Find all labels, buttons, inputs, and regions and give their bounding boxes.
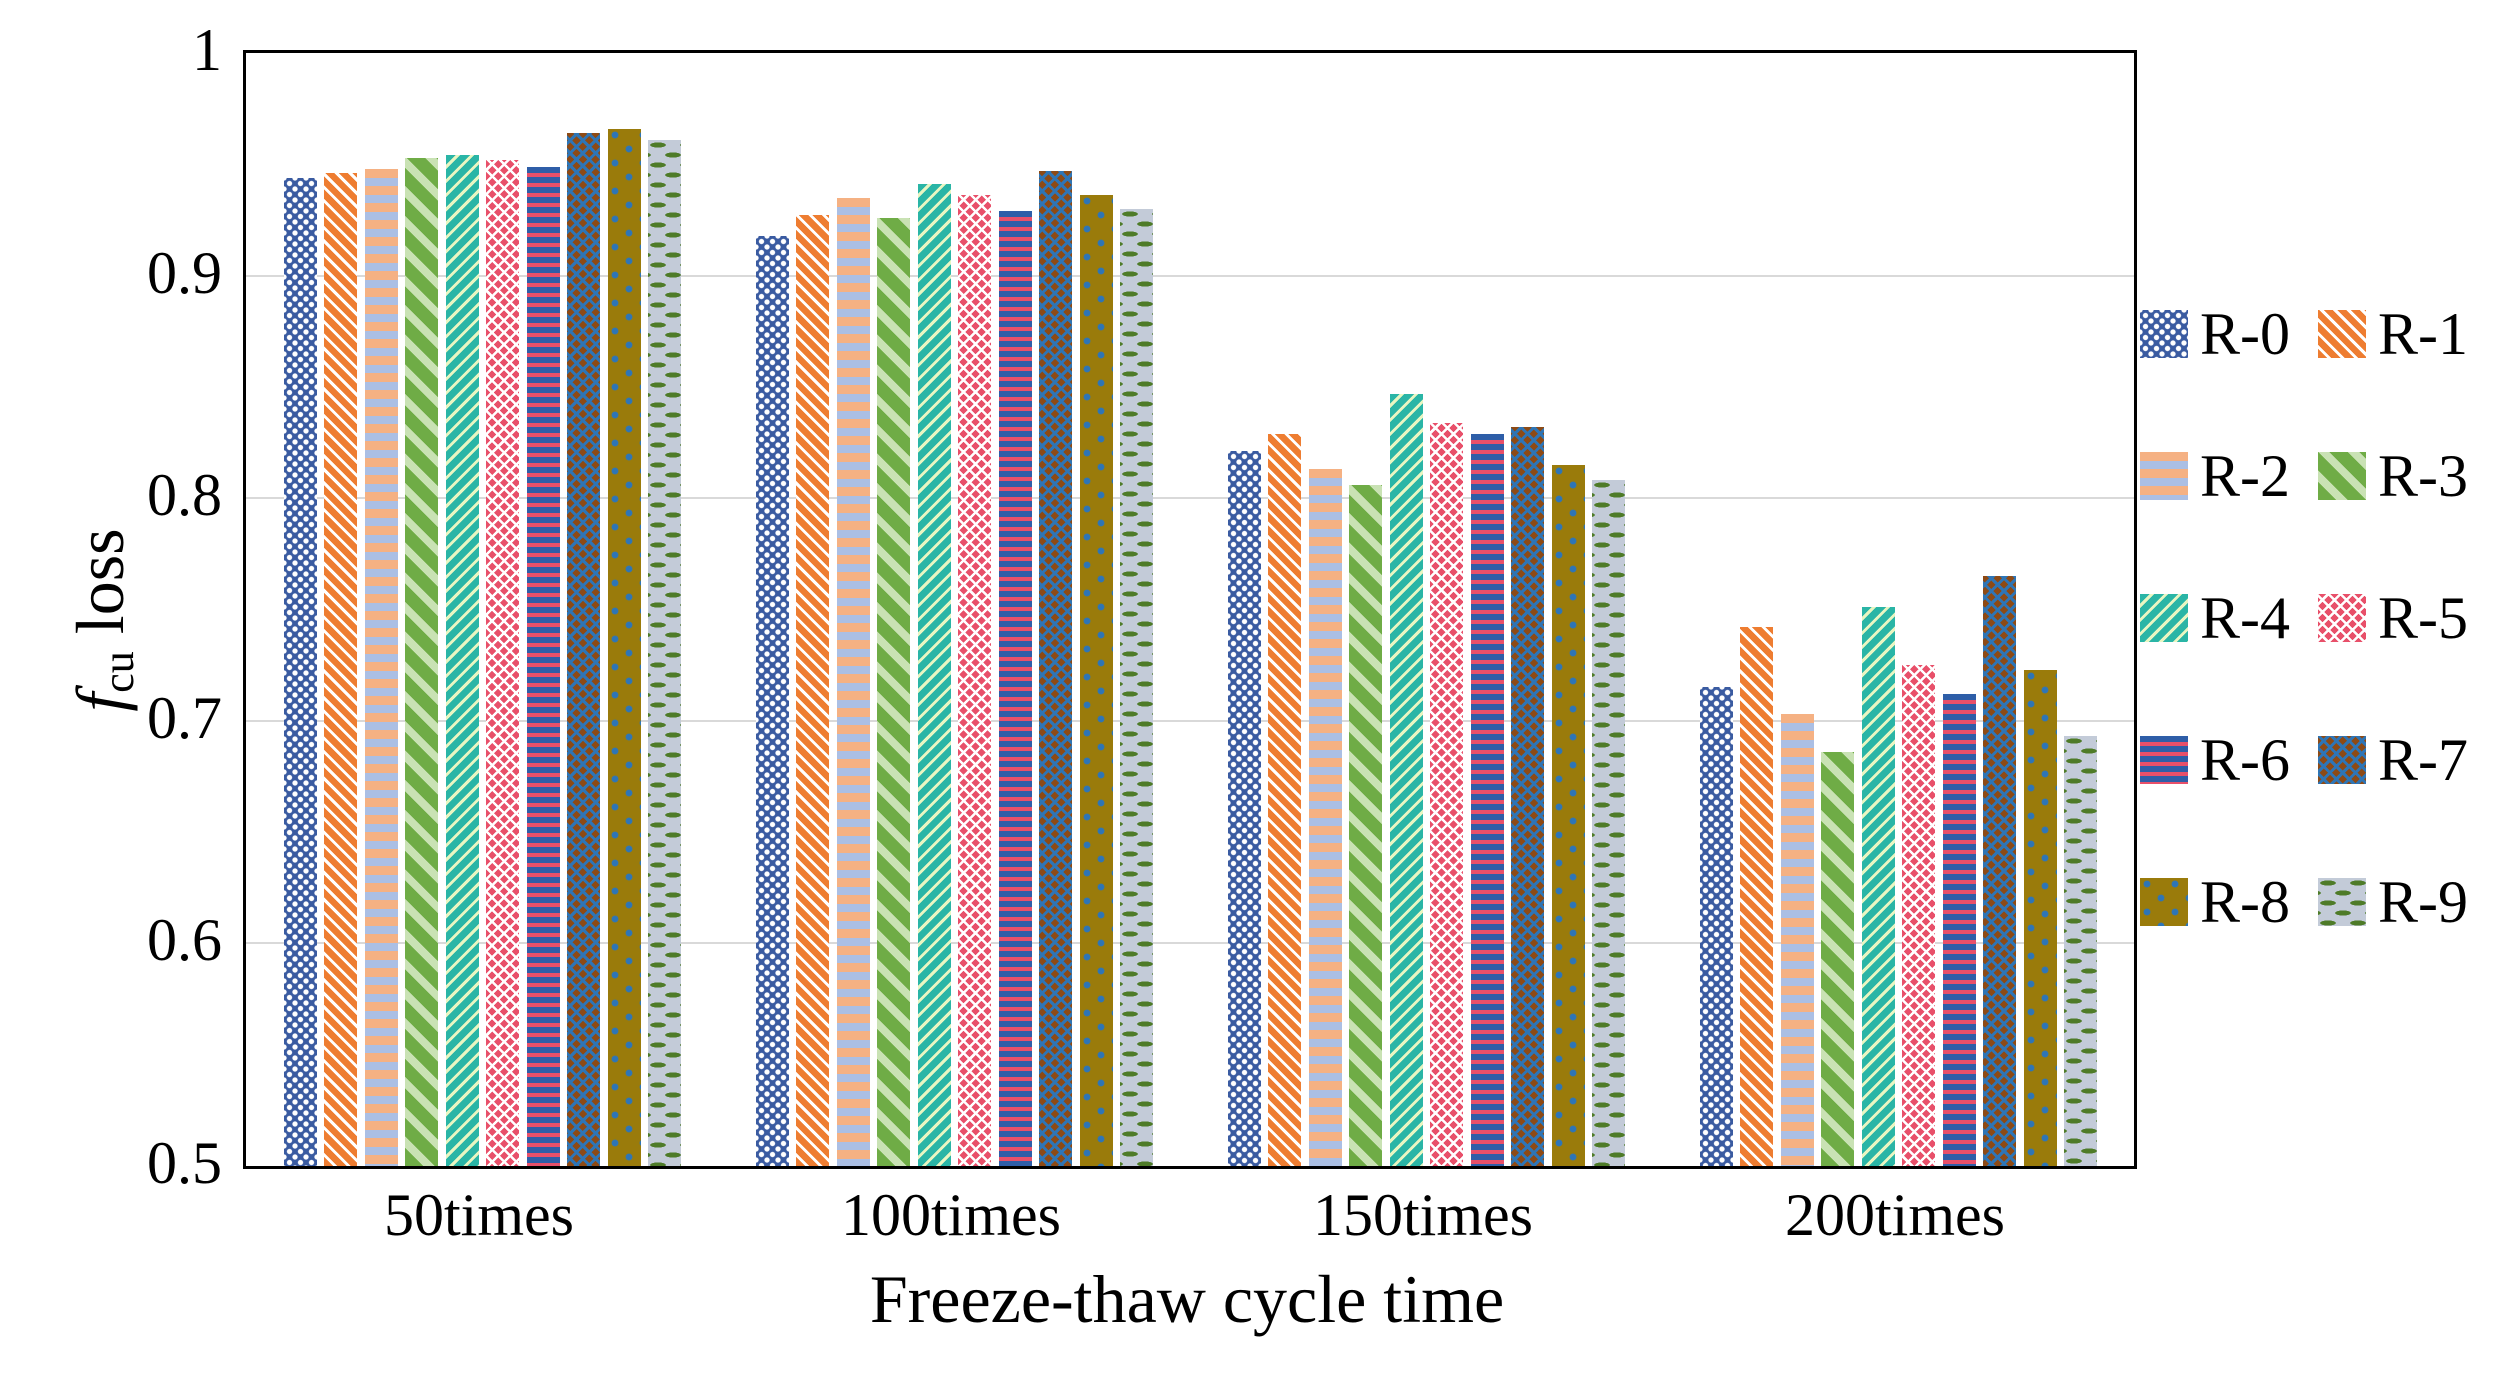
legend-item-r-4: R-4 — [2140, 588, 2290, 648]
bar-r-3-50times — [405, 157, 438, 1166]
bar-r-0-50times — [283, 177, 317, 1166]
legend-swatch-r-3 — [2318, 452, 2366, 500]
y-tick-label-0.8: 0.8 — [147, 462, 222, 529]
legend-swatch-r-6 — [2140, 736, 2188, 784]
bar-r-0-150times — [1227, 451, 1261, 1166]
gridline-0.6 — [246, 942, 2134, 945]
bar-r-5-200times — [1902, 665, 1935, 1166]
bar-r-2-200times — [1780, 714, 1814, 1166]
bar-r-4-200times — [1861, 607, 1895, 1166]
x-tick-label-50times: 50times — [384, 1182, 574, 1248]
legend-label-r-9: R-9 — [2378, 869, 2468, 935]
legend-item-r-9: R-9 — [2318, 872, 2468, 932]
bar-r-2-100times — [836, 197, 870, 1166]
legend-label-r-6: R-6 — [2200, 727, 2290, 793]
y-tick-label-0.5: 0.5 — [147, 1130, 222, 1196]
bar-r-9-100times — [1120, 208, 1153, 1166]
bar-r-6-100times — [998, 211, 1032, 1166]
bar-r-1-200times — [1740, 627, 1773, 1166]
bar-r-7-200times — [1983, 576, 2016, 1166]
legend-item-r-2: R-2 — [2140, 446, 2290, 506]
y-tick-label-0.9: 0.9 — [147, 239, 222, 306]
gridline-0.8 — [246, 497, 2134, 500]
legend-swatch-r-7 — [2318, 736, 2366, 784]
bar-r-7-150times — [1511, 426, 1544, 1166]
legend-label-r-4: R-4 — [2200, 585, 2290, 651]
bar-r-3-150times — [1349, 484, 1382, 1166]
bar-r-7-100times — [1039, 170, 1072, 1166]
x-tick-label-200times: 200times — [1785, 1182, 2005, 1248]
x-tick-label-100times: 100times — [841, 1182, 1061, 1248]
bar-r-6-150times — [1470, 433, 1504, 1166]
bar-r-6-200times — [1942, 694, 1976, 1166]
legend-swatch-r-1 — [2318, 310, 2366, 358]
bar-r-5-50times — [486, 159, 519, 1166]
legend-label-r-3: R-3 — [2378, 443, 2468, 509]
bar-r-5-150times — [1430, 422, 1463, 1166]
bar-r-8-100times — [1079, 195, 1113, 1166]
bar-r-3-200times — [1821, 751, 1854, 1166]
bar-r-5-100times — [958, 195, 991, 1166]
y-axis-title: fcu loss — [62, 528, 143, 711]
legend-item-r-7: R-7 — [2318, 730, 2468, 790]
bar-r-6-50times — [526, 166, 560, 1166]
bar-r-9-50times — [648, 139, 681, 1166]
x-tick-label-150times: 150times — [1313, 1182, 1533, 1248]
legend-swatch-r-4 — [2140, 594, 2188, 642]
legend-label-r-5: R-5 — [2378, 585, 2468, 651]
bar-r-0-100times — [755, 235, 789, 1166]
x-axis-title: Freeze-thaw cycle time — [869, 1261, 1505, 1337]
legend-swatch-r-8 — [2140, 878, 2188, 926]
bar-r-2-150times — [1308, 469, 1342, 1166]
legend-label-r-8: R-8 — [2200, 869, 2290, 935]
legend-item-r-8: R-8 — [2140, 872, 2290, 932]
legend-item-r-6: R-6 — [2140, 730, 2290, 790]
y-tick-label-1: 1 — [192, 17, 222, 83]
bar-r-1-100times — [796, 215, 829, 1166]
bar-r-2-50times — [364, 168, 398, 1166]
legend-label-r-0: R-0 — [2200, 301, 2290, 367]
legend-label-r-7: R-7 — [2378, 727, 2468, 793]
plot-area — [243, 50, 2137, 1169]
y-tick-label-0.6: 0.6 — [147, 907, 222, 974]
legend-item-r-1: R-1 — [2318, 304, 2468, 364]
gridline-0.7 — [246, 719, 2134, 722]
bar-r-9-150times — [1592, 480, 1625, 1166]
bar-r-8-200times — [2023, 669, 2057, 1166]
legend-swatch-r-2 — [2140, 452, 2188, 500]
legend-swatch-r-5 — [2318, 594, 2366, 642]
bar-r-4-150times — [1389, 393, 1423, 1166]
bar-r-8-50times — [607, 128, 641, 1166]
legend-label-r-1: R-1 — [2378, 301, 2468, 367]
bar-r-8-150times — [1551, 464, 1585, 1166]
bar-r-4-100times — [917, 184, 951, 1166]
legend-swatch-r-9 — [2318, 878, 2366, 926]
bar-r-4-50times — [445, 155, 479, 1166]
legend-item-r-5: R-5 — [2318, 588, 2468, 648]
y-tick-label-0.7: 0.7 — [147, 684, 222, 751]
legend: R-0 R-1 R-2 R-3 R-4 R-5 R-6 R-7 R-8 R-9 — [2140, 304, 2508, 970]
bar-r-7-50times — [567, 133, 600, 1166]
legend-swatch-r-0 — [2140, 310, 2188, 358]
legend-label-r-2: R-2 — [2200, 443, 2290, 509]
y-axis-title-rest: loss — [62, 528, 138, 652]
bar-r-9-200times — [2064, 736, 2097, 1166]
bar-r-1-50times — [324, 173, 357, 1166]
bar-r-1-150times — [1268, 433, 1301, 1166]
legend-item-r-3: R-3 — [2318, 446, 2468, 506]
legend-item-r-0: R-0 — [2140, 304, 2290, 364]
bar-r-0-200times — [1699, 687, 1733, 1166]
bar-r-3-100times — [877, 217, 910, 1166]
y-axis-title-subscript: cu — [94, 651, 143, 693]
gridline-0.9 — [246, 274, 2134, 277]
